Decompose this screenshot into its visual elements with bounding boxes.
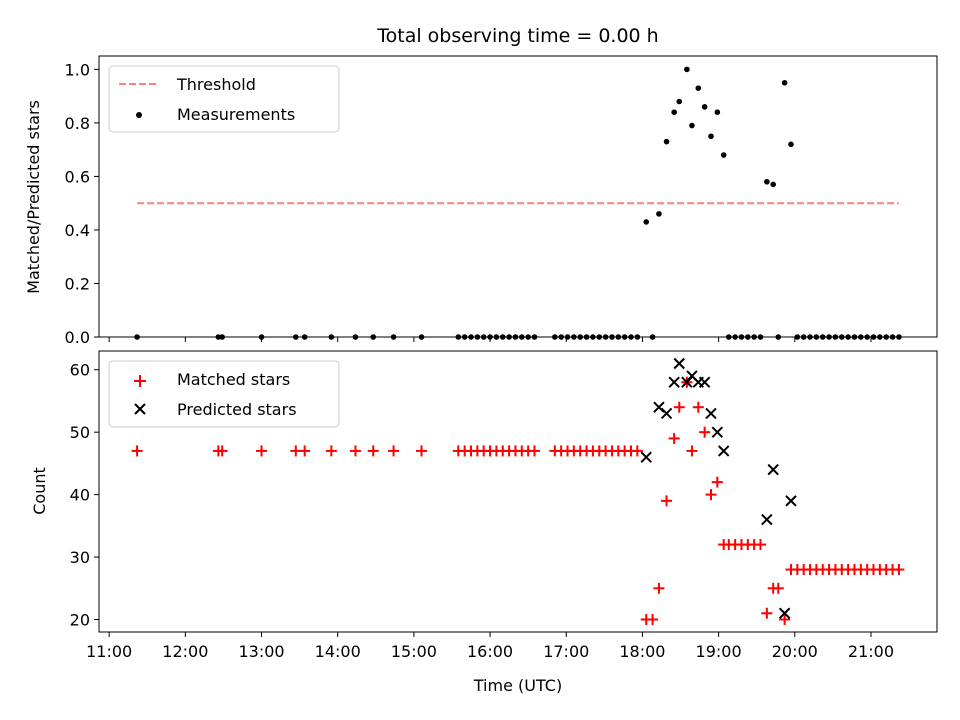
measurement-point bbox=[656, 211, 662, 217]
matched-star-point bbox=[631, 445, 643, 457]
x-tick-label: 15:00 bbox=[391, 642, 437, 661]
predicted-star-point bbox=[673, 357, 685, 370]
matched-star-point bbox=[779, 614, 791, 626]
x-tick-label: 20:00 bbox=[772, 642, 818, 661]
matched-star-point bbox=[325, 445, 337, 457]
x-tick-label: 17:00 bbox=[543, 642, 589, 661]
top-panel: 0.0 0.2 0.4 0.6 0.8 1.0 Matched/Predicted sta… bbox=[24, 55, 938, 347]
matched-star-point bbox=[131, 445, 143, 457]
matched-star-point bbox=[673, 401, 685, 413]
predicted-star-point bbox=[761, 513, 773, 526]
measurement-point bbox=[770, 181, 777, 188]
bottom-y-axis-label: Count bbox=[30, 467, 49, 515]
measurements-legend-swatch bbox=[136, 112, 142, 118]
matched-star-point bbox=[529, 445, 541, 457]
x-axis-label: Time (UTC) bbox=[473, 676, 562, 695]
matched-star-point bbox=[705, 489, 717, 501]
x-tick-label: 16:00 bbox=[467, 642, 513, 661]
measurement-point bbox=[708, 133, 714, 140]
predicted-star-point bbox=[668, 376, 680, 388]
bottom-legend: Matched stars Predicted stars bbox=[108, 360, 340, 428]
chart-title: Total observing time = 0.00 h bbox=[376, 25, 658, 47]
top-y-tick-label: 0.0 bbox=[65, 328, 90, 347]
matched-star-point bbox=[256, 445, 268, 457]
predicted-star-point bbox=[785, 495, 797, 507]
matched-star-point bbox=[893, 564, 905, 576]
measurement-point bbox=[684, 66, 690, 73]
predicted-star-point bbox=[767, 463, 779, 476]
measurement-point bbox=[714, 109, 721, 115]
bottom-y-tick-label: 50 bbox=[70, 423, 90, 442]
bottom-panel-axes: 11:00 12:00 13:00 14:00 15:00 16:00 17:00 18:00… bbox=[70, 361, 894, 661]
measurement-point bbox=[671, 109, 677, 115]
matched-star-point bbox=[216, 445, 228, 457]
x-tick-label: 19:00 bbox=[696, 642, 742, 661]
matched-stars-legend-label: Matched stars bbox=[177, 370, 290, 389]
top-legend-box bbox=[108, 65, 340, 133]
top-y-tick-label: 0.4 bbox=[65, 221, 90, 240]
bottom-y-tick-label: 40 bbox=[70, 486, 90, 505]
measurement-point bbox=[701, 104, 708, 110]
matched-star-point bbox=[772, 582, 784, 594]
matched-stars-legend-swatch bbox=[134, 375, 146, 387]
bottom-y-tick-label: 30 bbox=[70, 548, 90, 567]
predicted-star-point bbox=[640, 451, 652, 463]
top-panel-frame bbox=[98, 55, 938, 338]
top-y-tick-label: 0.6 bbox=[65, 167, 90, 186]
matched-star-point bbox=[711, 476, 723, 488]
matched-star-point bbox=[653, 582, 665, 594]
predicted-star-point bbox=[698, 376, 711, 388]
measurement-point bbox=[663, 138, 670, 145]
matched-star-point bbox=[699, 426, 711, 438]
measurement-point bbox=[689, 122, 695, 129]
x-tick-label: 13:00 bbox=[238, 642, 284, 661]
measurement-point bbox=[676, 98, 683, 105]
measurement-point bbox=[788, 141, 794, 148]
bottom-y-tick-label: 60 bbox=[70, 361, 90, 380]
predicted-star-point bbox=[705, 407, 717, 420]
predicted-stars-legend-label: Predicted stars bbox=[177, 400, 297, 419]
x-tick-label: 11:00 bbox=[86, 642, 132, 661]
matched-star-point bbox=[692, 401, 704, 413]
bottom-legend-box bbox=[108, 360, 340, 428]
threshold-legend-label: Threshold bbox=[176, 75, 256, 94]
matched-star-point bbox=[299, 445, 311, 457]
bottom-panel: 11:00 12:00 13:00 14:00 15:00 16:00 17:00 18:00… bbox=[30, 350, 938, 695]
measurement-point bbox=[764, 178, 770, 185]
top-panel-axes: 0.0 0.2 0.4 0.6 0.8 1.0 bbox=[65, 60, 872, 347]
matched-star-point bbox=[668, 432, 680, 444]
top-y-tick-label: 1.0 bbox=[65, 60, 90, 79]
x-tick-label: 21:00 bbox=[848, 642, 894, 661]
top-legend: Threshold Measurements bbox=[108, 65, 340, 133]
matched-star-point bbox=[755, 539, 767, 551]
matched-star-point bbox=[686, 445, 698, 457]
matched-star-point bbox=[388, 445, 400, 457]
matched-star-point bbox=[647, 614, 659, 626]
measurements-legend-label: Measurements bbox=[177, 105, 295, 124]
top-y-axis-label: Matched/Predicted stars bbox=[24, 100, 43, 294]
x-tick-label: 18:00 bbox=[619, 642, 665, 661]
bottom-y-tick-label: 20 bbox=[70, 611, 90, 630]
measurement-point bbox=[781, 79, 788, 86]
matched-star-point bbox=[367, 445, 379, 457]
matched-star-point bbox=[661, 495, 673, 507]
predicted-star-point bbox=[660, 407, 673, 420]
top-y-tick-label: 0.2 bbox=[65, 274, 90, 293]
matched-star-point bbox=[416, 445, 428, 457]
x-tick-label: 12:00 bbox=[162, 642, 208, 661]
measurement-point bbox=[720, 152, 727, 158]
predicted-star-point bbox=[717, 445, 730, 457]
top-y-tick-label: 0.8 bbox=[65, 114, 90, 133]
measurement-point bbox=[695, 85, 702, 91]
predicted-star-point bbox=[711, 426, 724, 438]
measurement-point bbox=[643, 219, 650, 225]
predicted-stars-legend-swatch bbox=[134, 403, 146, 415]
matched-star-point bbox=[761, 607, 773, 619]
bottom-panel-frame bbox=[98, 350, 938, 633]
x-tick-label: 14:00 bbox=[315, 642, 361, 661]
predicted-star-point bbox=[778, 607, 791, 619]
bottom-panel-marks bbox=[131, 357, 905, 626]
matched-star-point bbox=[349, 445, 361, 457]
